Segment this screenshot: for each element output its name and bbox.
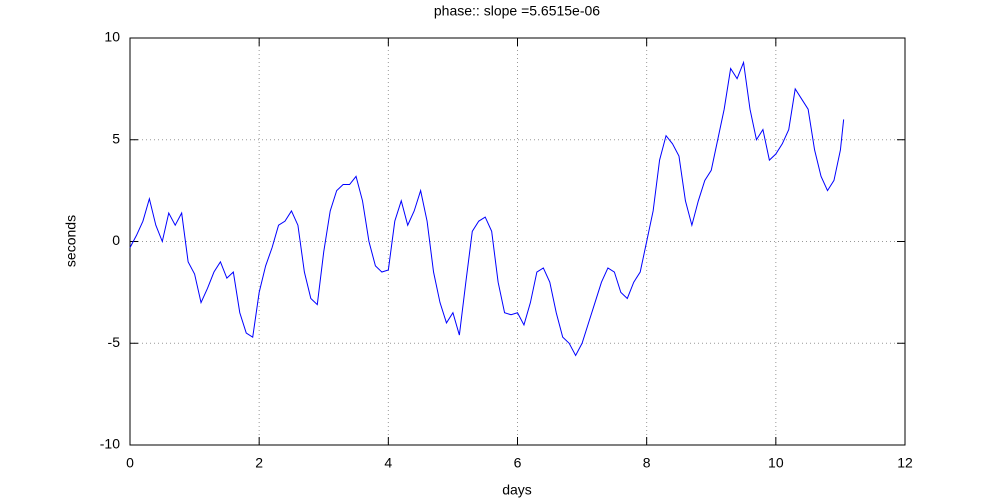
chart-title: phase:: slope =5.6515e-06 bbox=[434, 3, 600, 19]
y-tick-label: 0 bbox=[112, 232, 120, 248]
x-tick-label: 10 bbox=[768, 455, 784, 471]
data-line bbox=[129, 60, 845, 357]
y-tick-label: 5 bbox=[112, 130, 120, 146]
y-axis-label: seconds bbox=[63, 215, 79, 267]
x-tick-label: 4 bbox=[384, 455, 392, 471]
x-tick-label: 2 bbox=[255, 455, 263, 471]
x-tick-label: 12 bbox=[897, 455, 913, 471]
x-tick-label: 0 bbox=[126, 455, 134, 471]
plot-border bbox=[129, 37, 906, 446]
x-tick-label: 6 bbox=[514, 455, 522, 471]
x-tick-label: 8 bbox=[643, 455, 651, 471]
y-tick-label: -5 bbox=[108, 334, 121, 350]
y-tick-label: -10 bbox=[100, 436, 120, 452]
x-axis-label: days bbox=[502, 482, 532, 498]
y-tick-label: 10 bbox=[104, 29, 120, 45]
